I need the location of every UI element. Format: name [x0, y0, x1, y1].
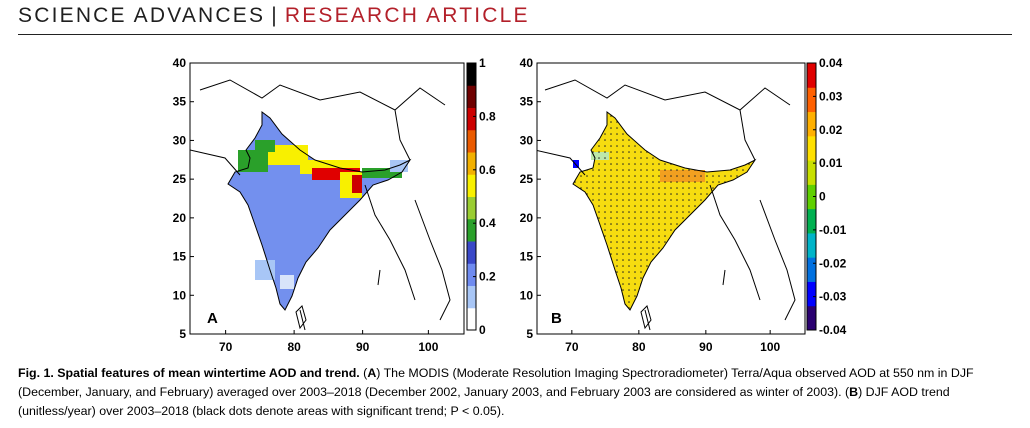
panel-a-ytick-label: 25	[173, 172, 187, 186]
panel-a-colorbar-label: 0	[479, 323, 486, 337]
panel-b-colorbar: -0.04 -0.03 -0.02 -0.01 0 0.01 0.02 0.03 0.04	[807, 56, 847, 337]
panel-b-colorbar-segment	[807, 136, 816, 161]
panel-b-colorbar-label: 0.01	[819, 156, 843, 170]
panel-b-colorbar-label: -0.03	[819, 290, 847, 304]
panel-b-colorbar-segment	[807, 306, 816, 331]
panel-a-xtick-label: 90	[356, 340, 370, 354]
panel-a-colorbar-segment	[467, 286, 476, 309]
panel-b-colorbar-segment	[807, 112, 816, 137]
panel-b-xtick-label: 80	[632, 340, 646, 354]
panel-a-colorbar-segment	[467, 85, 476, 108]
panel-a-colorbar-segment	[467, 241, 476, 264]
panel-b-ytick-label: 25	[520, 172, 534, 186]
panel-b-ytick-label: 10	[520, 288, 534, 302]
caption-b-label: B	[849, 385, 858, 399]
panel-a-colorbar-segment	[467, 308, 476, 331]
panel-b-colorbar-label: -0.02	[819, 256, 847, 270]
panel-b-colorbar-segment	[807, 87, 816, 112]
panel-b-ytick-label: 30	[520, 133, 534, 147]
panel-a-colorbar-segment	[467, 219, 476, 242]
panel-b-ytick-label: 15	[520, 250, 534, 264]
figure-caption: Fig. 1. Spatial features of mean wintert…	[18, 364, 1018, 421]
caption-title: Fig. 1. Spatial features of mean wintert…	[18, 366, 360, 380]
panel-a: A 70 80 90 100 5 10 15 20 25 30 35 40 0 0.2 0.4 0.6 0.8…	[173, 56, 496, 354]
panel-b-colorbar-segment	[807, 160, 816, 185]
panel-b-colorbar-label: 0.04	[819, 56, 843, 70]
panel-b-label: B	[551, 310, 562, 327]
panel-a-colorbar-segment	[467, 63, 476, 86]
panel-a-ytick-label: 20	[173, 211, 187, 225]
panel-a-ytick-label: 5	[179, 327, 186, 341]
panel-b-colorbar-segment	[807, 233, 816, 258]
panel-b-ytick-label: 5	[526, 327, 533, 341]
panel-a-colorbar: 0 0.2 0.4 0.6 0.8 1	[467, 56, 496, 337]
panel-b-ytick-label: 40	[520, 56, 534, 70]
panel-b-colorbar-label: 0	[819, 190, 826, 204]
panel-b-colorbar-segment	[807, 63, 816, 88]
panel-b-ytick-label: 20	[520, 211, 534, 225]
panel-b-xtick-label: 100	[760, 340, 780, 354]
panel-a-colorbar-segment	[467, 130, 476, 153]
panel-a-label: A	[207, 310, 218, 327]
panel-b-colorbar-segment	[807, 281, 816, 306]
panel-b-colorbar-label: 0.02	[819, 123, 843, 137]
panel-a-colorbar-segment	[467, 263, 476, 286]
panel-a-colorbar-label: 0.8	[479, 109, 496, 123]
panel-a-ytick-label: 35	[173, 95, 187, 109]
panel-a-colorbar-label: 0.2	[479, 270, 496, 284]
panel-b-ytick-label: 35	[520, 95, 534, 109]
panel-a-xtick-label: 80	[287, 340, 301, 354]
panel-b-colorbar-segment	[807, 257, 816, 282]
panel-a-colorbar-label: 1	[479, 56, 486, 70]
panel-a-xtick-label: 70	[219, 340, 233, 354]
panel-a-colorbar-segment	[467, 152, 476, 175]
panel-b-colorbar-label: -0.04	[819, 323, 847, 337]
panel-a-ytick-label: 15	[173, 250, 187, 264]
panel-a-colorbar-segment	[467, 174, 476, 197]
panel-b-colorbar-label: 0.03	[819, 89, 843, 103]
panel-b-xtick-label: 70	[565, 340, 579, 354]
panel-b-colorbar-label: -0.01	[819, 223, 847, 237]
panel-a-ytick-label: 10	[173, 288, 187, 302]
panel-a-colorbar-segment	[467, 197, 476, 220]
caption-a-label: A	[367, 366, 376, 380]
panel-a-colorbar-label: 0.4	[479, 216, 496, 230]
panel-a-ytick-label: 40	[173, 56, 187, 70]
panel-a-xtick-label: 100	[418, 340, 438, 354]
panel-a-colorbar-label: 0.6	[479, 163, 496, 177]
panel-a-colorbar-segment	[467, 108, 476, 131]
panel-b-xtick-label: 90	[699, 340, 713, 354]
panel-a-ytick-label: 30	[173, 133, 187, 147]
